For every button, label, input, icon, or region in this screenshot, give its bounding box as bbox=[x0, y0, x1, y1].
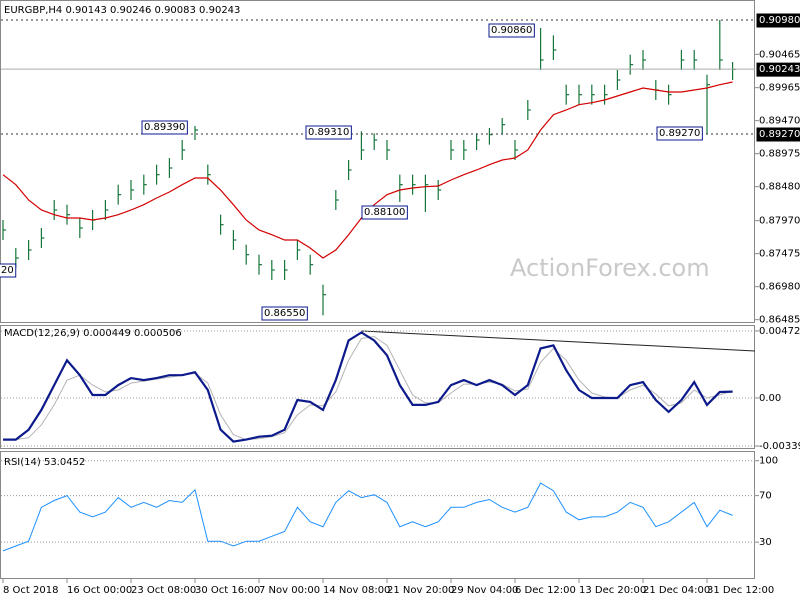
price-panel-title: EURGBP,H4 0.90143 0.90246 0.90083 0.9024… bbox=[4, 5, 240, 16]
price-annotation: 20 bbox=[1, 265, 14, 276]
y-tick-label: 0.86485 bbox=[759, 315, 800, 326]
rsi-panel-title: RSI(14) 53.0452 bbox=[4, 457, 85, 468]
y-tick-label: 0.86980 bbox=[759, 282, 800, 293]
watermark: ActionForex.com bbox=[510, 254, 710, 282]
x-tick-label: 8 Oct 2018 bbox=[3, 585, 58, 596]
y-tick-label: 0.87970 bbox=[759, 216, 800, 227]
label-box bbox=[361, 205, 408, 220]
price-level-label: 0.90243 bbox=[759, 64, 800, 75]
price-annotation: 0.88100 bbox=[364, 207, 405, 218]
rsi-panel bbox=[0, 451, 755, 579]
label-box bbox=[0, 263, 17, 278]
x-tick-label: 21 Dec 04:00 bbox=[643, 585, 710, 596]
label-box bbox=[656, 126, 703, 141]
y-tick-label: 100 bbox=[759, 456, 778, 467]
x-tick-label: 23 Oct 08:00 bbox=[131, 585, 196, 596]
label-box bbox=[261, 306, 308, 321]
y-tick-label: 0.004729 bbox=[759, 326, 800, 337]
label-box bbox=[756, 62, 800, 77]
price-annotation: 0.89390 bbox=[144, 122, 185, 133]
x-tick-label: 14 Nov 08:00 bbox=[323, 585, 390, 596]
label-box bbox=[756, 13, 800, 28]
y-tick-label: 0.87475 bbox=[759, 249, 800, 260]
y-tick-label: 0.90465 bbox=[759, 49, 800, 60]
label-box bbox=[141, 120, 188, 135]
y-tick-label: 0.89470 bbox=[759, 116, 800, 127]
x-tick-label: 6 Dec 12:00 bbox=[515, 585, 576, 596]
y-tick-label: 30 bbox=[759, 537, 772, 548]
label-box bbox=[756, 127, 800, 142]
macd-panel-title: MACD(12,26,9) 0.000449 0.000506 bbox=[4, 328, 182, 339]
price-level-label: 0.89270 bbox=[759, 129, 800, 140]
price-annotation: 0.89310 bbox=[308, 127, 349, 138]
indicator-line bbox=[3, 331, 733, 443]
price-panel bbox=[0, 0, 755, 323]
x-tick-label: 29 Nov 04:00 bbox=[451, 585, 518, 596]
y-tick-label: -0.003391 bbox=[759, 441, 800, 452]
x-tick-label: 31 Dec 12:00 bbox=[707, 585, 774, 596]
x-tick-label: 13 Dec 20:00 bbox=[579, 585, 646, 596]
price-level-label: 0.90980 bbox=[759, 15, 800, 26]
y-tick-label: 0.00 bbox=[759, 393, 781, 404]
x-tick-label: 30 Oct 16:00 bbox=[195, 585, 260, 596]
x-tick-label: 21 Nov 20:00 bbox=[387, 585, 454, 596]
price-annotation: 0.89270 bbox=[659, 128, 700, 139]
label-box bbox=[488, 23, 535, 38]
y-tick-label: 0.88975 bbox=[759, 149, 800, 160]
rsi-line bbox=[2, 482, 733, 552]
price-annotation: 0.86550 bbox=[264, 308, 305, 319]
price-annotation: 0.90860 bbox=[491, 25, 532, 36]
y-tick-label: 70 bbox=[759, 491, 772, 502]
x-tick-label: 7 Nov 00:00 bbox=[259, 585, 320, 596]
macd-trendline bbox=[361, 330, 756, 352]
y-tick-label: 0.89965 bbox=[759, 83, 800, 94]
label-box bbox=[305, 125, 352, 140]
x-tick-label: 16 Oct 00:00 bbox=[67, 585, 132, 596]
y-tick-label: 0.88480 bbox=[759, 182, 800, 193]
